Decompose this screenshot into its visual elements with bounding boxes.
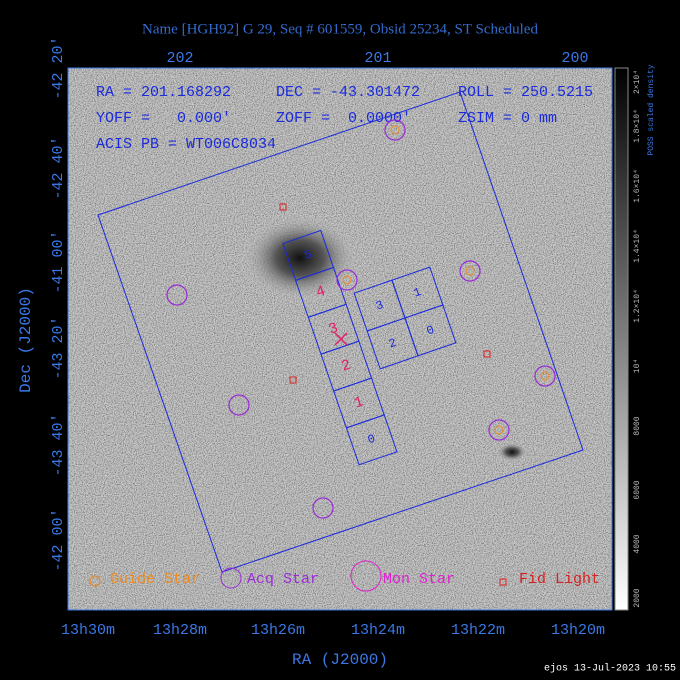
info-text: ZSIM = 0 mm [458,110,557,127]
acq-stars [166,119,556,519]
info-text: ACIS PB = WT006C8034 [96,136,276,153]
left-axis: -42 20' -42 40' -41 00' -43 20' -43 40' … [17,36,67,571]
tick-label: 201 [364,50,391,67]
galaxy [496,442,528,462]
legend-symbol [499,578,507,586]
chip-label: 5 [302,247,313,263]
tick-label: -42 00' [50,508,67,571]
legend-symbol [89,575,101,587]
acis-i: 3 1 2 0 [353,266,457,370]
tick-label: 13h30m [61,622,115,639]
tick-label: 13h26m [251,622,305,639]
colorbar-label: 1.6×10⁴ [633,169,642,203]
guide-star [342,275,352,285]
tick-label: 200 [561,50,588,67]
chip-label: 1 [412,285,423,301]
legend-symbol [220,567,242,589]
legend-label: Acq Star [247,571,319,588]
footer: ejos 13-Jul-2023 10:55 [544,663,676,675]
chip-label: 2 [387,336,398,352]
fid-light [483,350,491,358]
tick-label: -41 00' [50,230,67,293]
legend-symbol [350,560,382,592]
acq-star [384,119,406,141]
axis-title: RA (J2000) [292,651,388,669]
colorbar-label: 10⁴ [633,359,642,373]
tick-label: 13h24m [351,622,405,639]
guide-star [390,125,400,135]
aimpoint [334,332,348,346]
guide-star [465,266,475,276]
colorbar-label: 1.4×10⁴ [633,229,642,263]
top-axis: 202 201 200 [166,50,588,67]
info-text: YOFF = 0.000' [96,110,231,127]
guide-star [494,425,504,435]
legend: Guide Star Acq Star Mon Star Fid Light [89,560,600,592]
colorbar-label: 2×10⁴ [633,70,642,94]
tick-label: 13h28m [153,622,207,639]
tick-label: -43 20' [50,316,67,379]
chip-label: 0 [366,432,377,448]
tick-label: -42 40' [50,136,67,199]
info-text: ZOFF = 0.0000' [276,110,411,127]
chip-label: 3 [374,298,385,314]
acq-star [336,269,358,291]
title: Name [HGH92] G 29, Seq # 601559, Obsid 2… [142,21,538,37]
tick-label: -43 40' [50,413,67,476]
chip-label: 0 [425,323,436,339]
colorbar-label: 6000 [633,480,642,499]
chip [345,414,398,466]
bottom-axis: 13h30m 13h28m 13h26m 13h24m 13h22m 13h20… [61,622,605,669]
tick-label: 202 [166,50,193,67]
acq-star [312,497,334,519]
fid-lights [279,203,491,384]
acq-star [166,284,188,306]
info-text: RA = 201.168292 [96,84,231,101]
fid-light [289,376,297,384]
acq-star [534,365,556,387]
legend-label: Fid Light [519,571,600,588]
acq-star [488,419,510,441]
colorbar [614,67,629,611]
colorbar-label: 8000 [633,416,642,435]
info: RA = 201.168292 DEC = -43.301472 ROLL = … [96,84,593,153]
acq-star [459,260,481,282]
galaxy [240,213,360,303]
chip [404,304,457,357]
colorbar-labels: 2000 4000 6000 8000 10⁴ 1.2×10⁴ 1.4×10⁴ … [633,64,656,607]
colorbar-label: 1.8×10⁴ [633,109,642,143]
colorbar-label: 4000 [633,534,642,553]
field-of-view [97,91,584,573]
fid-light [279,203,287,211]
guide-star [540,371,550,381]
colorbar-label: 2000 [633,588,642,607]
axis-title: Dec (J2000) [17,287,35,393]
plot-frame [67,67,613,611]
info-text: DEC = -43.301472 [276,84,420,101]
legend-label: Guide Star [110,571,200,588]
tick-label: 13h22m [451,622,505,639]
tick-label: 13h20m [551,622,605,639]
guide-stars [342,125,550,435]
acq-star [228,394,250,416]
tick-label: -42 20' [50,36,67,99]
acis-s: 5 4 3 2 1 0 [282,229,398,466]
legend-label: Mon Star [383,571,455,588]
colorbar-title: POSS scaled density [647,64,656,155]
colorbar-label: 1.2×10⁴ [633,289,642,323]
info-text: ROLL = 250.5215 [458,84,593,101]
